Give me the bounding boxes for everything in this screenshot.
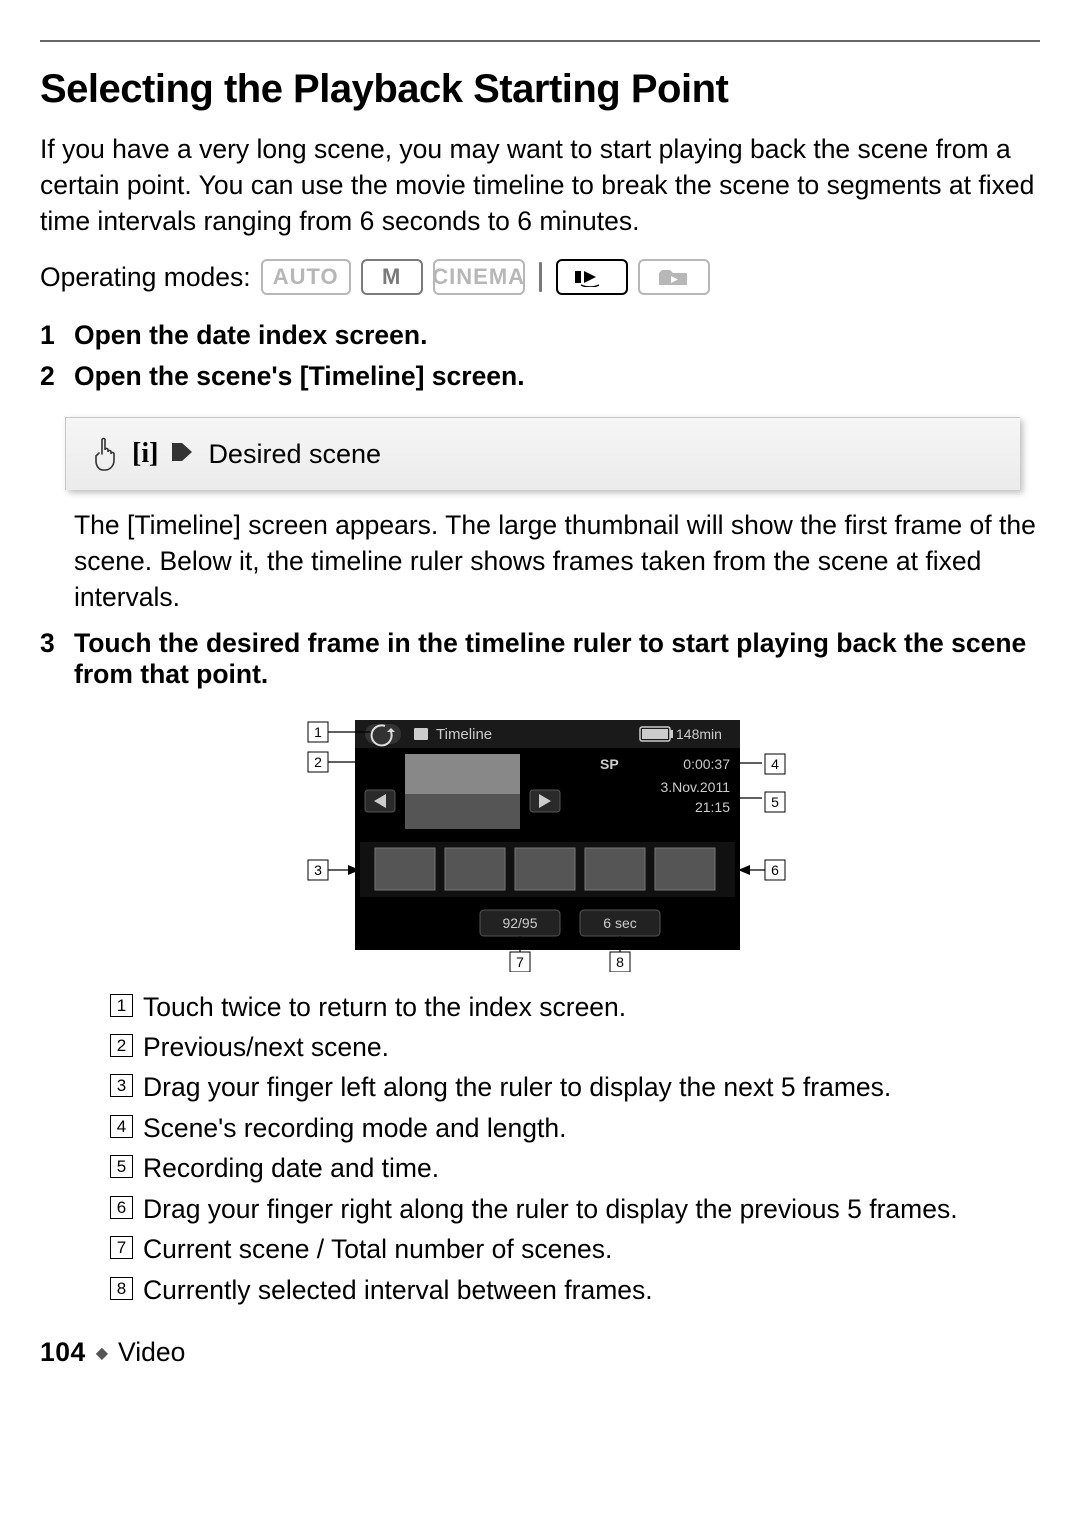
callout-text: Drag your finger right along the ruler t…	[143, 1192, 1040, 1226]
callout-2: 2 Previous/next scene.	[110, 1030, 1040, 1064]
callout-7: 7 Current scene / Total number of scenes.	[110, 1232, 1040, 1266]
footer-section: Video	[118, 1337, 185, 1368]
step-text: Open the scene's [Timeline] screen.	[74, 361, 1040, 392]
desired-scene-label: Desired scene	[208, 439, 381, 470]
step-num: 3	[40, 628, 62, 690]
info-bracket: [i]	[132, 438, 158, 470]
operating-modes-label: Operating modes:	[40, 262, 251, 293]
callout-text: Drag your finger left along the ruler to…	[143, 1070, 1040, 1104]
callout-num: 4	[110, 1115, 133, 1138]
callout-num: 8	[110, 1277, 133, 1300]
page-footer: 104 ◆ Video	[40, 1337, 1040, 1368]
touch-action-box: [i] Desired scene	[65, 417, 1020, 490]
svg-text:SP: SP	[600, 756, 619, 772]
callout-num: 6	[110, 1196, 133, 1219]
callout-num: 5	[110, 1155, 133, 1178]
timeline-diagram: Timeline 148min SP 0:00:37 3.Nov.2011 21…	[40, 712, 1040, 972]
callout-text: Scene's recording mode and length.	[143, 1111, 1040, 1145]
svg-text:0:00:37: 0:00:37	[683, 756, 730, 772]
page-title: Selecting the Playback Starting Point	[40, 67, 1040, 112]
step-text: Open the date index screen.	[74, 320, 1040, 351]
touch-icon	[90, 436, 120, 472]
callout-8: 8 Currently selected interval between fra…	[110, 1273, 1040, 1307]
mode-cinema: CINEMA	[433, 259, 525, 295]
video-playback-icon	[574, 267, 610, 287]
svg-text:21:15: 21:15	[695, 799, 730, 815]
callout-text: Previous/next scene.	[143, 1030, 1040, 1064]
callout-text: Recording date and time.	[143, 1151, 1040, 1185]
callout-5: 5 Recording date and time.	[110, 1151, 1040, 1185]
mode-photo-playback	[638, 259, 710, 295]
svg-text:7: 7	[516, 954, 524, 970]
step-2: 2 Open the scene's [Timeline] screen.	[40, 361, 1040, 392]
callout-num: 3	[110, 1074, 133, 1097]
svg-text:92/95: 92/95	[502, 915, 537, 931]
callout-num: 7	[110, 1236, 133, 1259]
step-num: 2	[40, 361, 62, 392]
callout-3: 3 Drag your finger left along the ruler t…	[110, 1070, 1040, 1104]
callout-4: 4 Scene's recording mode and length.	[110, 1111, 1040, 1145]
page-number: 104	[40, 1337, 86, 1368]
svg-text:8: 8	[616, 954, 624, 970]
footer-diamond-icon: ◆	[96, 1343, 108, 1363]
mode-manual: M	[361, 259, 423, 295]
callout-num: 2	[110, 1034, 133, 1057]
svg-text:148min: 148min	[676, 726, 722, 742]
mode-auto: AUTO	[261, 259, 351, 295]
photo-playback-icon	[657, 267, 691, 287]
svg-text:3: 3	[314, 862, 322, 878]
operating-modes-row: Operating modes: AUTO M CINEMA	[40, 259, 1040, 295]
callout-text: Current scene / Total number of scenes.	[143, 1232, 1040, 1266]
callout-1: 1 Touch twice to return to the index scre…	[110, 990, 1040, 1024]
svg-text:4: 4	[771, 756, 779, 772]
step-num: 1	[40, 320, 62, 351]
step-text: Touch the desired frame in the timeline …	[74, 628, 1040, 690]
svg-text:2: 2	[314, 754, 322, 770]
callout-text: Touch twice to return to the index scree…	[143, 990, 1040, 1024]
svg-text:6 sec: 6 sec	[603, 915, 636, 931]
intro-paragraph: If you have a very long scene, you may w…	[40, 132, 1040, 239]
callouts-list: 1 Touch twice to return to the index scre…	[110, 990, 1040, 1308]
svg-text:6: 6	[771, 862, 779, 878]
step-2-sub: The [Timeline] screen appears. The large…	[74, 508, 1040, 615]
top-border	[40, 40, 1040, 42]
screen-title-text: Timeline	[436, 726, 492, 743]
svg-text:5: 5	[771, 794, 779, 810]
callout-6: 6 Drag your finger right along the ruler …	[110, 1192, 1040, 1226]
step-3: 3 Touch the desired frame in the timelin…	[40, 628, 1040, 690]
then-icon	[170, 439, 196, 470]
svg-text:3.Nov.2011: 3.Nov.2011	[660, 779, 730, 795]
step-1: 1 Open the date index screen.	[40, 320, 1040, 351]
steps-list: 1 Open the date index screen. 2 Open the…	[40, 320, 1040, 689]
svg-text:1: 1	[314, 724, 322, 740]
callout-text: Currently selected interval between fram…	[143, 1273, 1040, 1307]
mode-video-playback	[556, 259, 628, 295]
mode-separator	[539, 262, 542, 292]
callout-num: 1	[110, 994, 133, 1017]
